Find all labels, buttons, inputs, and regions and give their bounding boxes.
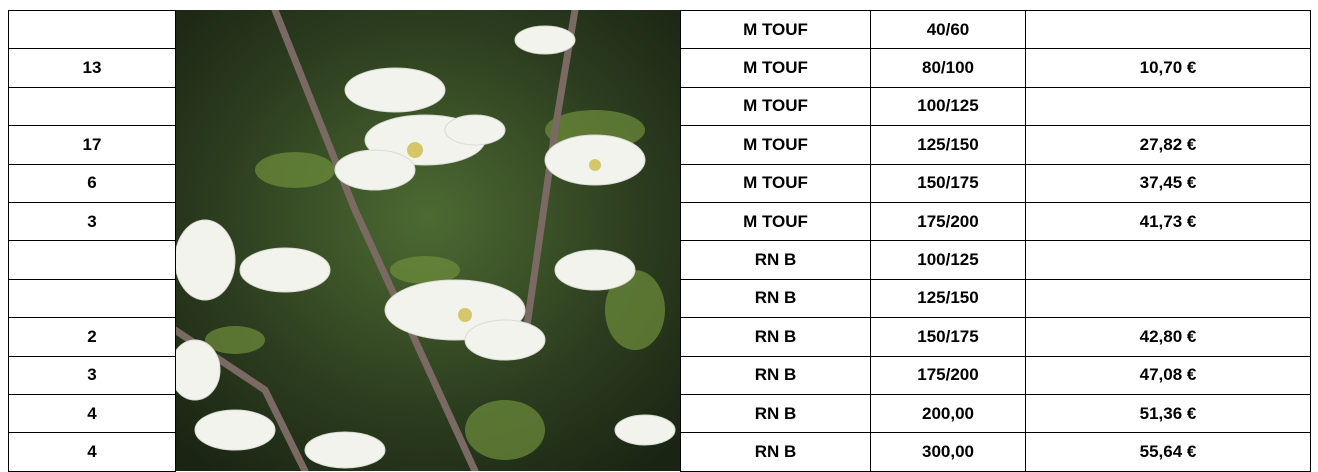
type-cell: M TOUF	[680, 10, 871, 50]
flower-photo	[175, 10, 680, 471]
type-cell: RN B	[680, 432, 871, 472]
qty-cell: 4	[8, 394, 176, 434]
price-cell: 27,82 €	[1025, 125, 1311, 165]
size-cell: 40/60	[870, 10, 1026, 50]
size-cell: 80/100	[870, 48, 1026, 88]
type-cell: M TOUF	[680, 202, 871, 242]
price-cell	[1025, 278, 1311, 319]
size-cell: 150/175	[870, 317, 1026, 357]
qty-cell: 2	[8, 317, 176, 357]
qty-cell	[8, 240, 176, 280]
qty-cell: 13	[8, 48, 176, 88]
qty-cell: 17	[8, 125, 176, 165]
qty-cell	[8, 278, 176, 319]
qty-cell: 6	[8, 163, 176, 203]
price-cell	[1025, 10, 1311, 50]
size-cell: 300,00	[870, 432, 1026, 472]
price-cell: 10,70 €	[1025, 48, 1311, 88]
size-cell: 150/175	[870, 163, 1026, 203]
type-cell: RN B	[680, 394, 871, 434]
qty-cell: 3	[8, 355, 176, 395]
type-cell: M TOUF	[680, 125, 871, 165]
price-cell: 51,36 €	[1025, 394, 1311, 434]
qty-cell: 4	[8, 432, 176, 472]
price-cell: 55,64 €	[1025, 432, 1311, 472]
qty-cell	[8, 86, 176, 127]
size-cell: 175/200	[870, 355, 1026, 395]
price-cell: 42,80 €	[1025, 317, 1311, 357]
price-cell	[1025, 86, 1311, 127]
size-cell: 125/150	[870, 125, 1026, 165]
price-cell: 37,45 €	[1025, 163, 1311, 203]
price-cell: 41,73 €	[1025, 202, 1311, 242]
type-cell: RN B	[680, 317, 871, 357]
type-cell: M TOUF	[680, 86, 871, 127]
type-cell: M TOUF	[680, 163, 871, 203]
size-cell: 175/200	[870, 202, 1026, 242]
size-cell: 200,00	[870, 394, 1026, 434]
size-cell: 125/150	[870, 278, 1026, 319]
type-cell: RN B	[680, 240, 871, 280]
size-cell: 100/125	[870, 240, 1026, 280]
type-cell: RN B	[680, 355, 871, 395]
qty-cell	[8, 10, 176, 50]
qty-cell: 3	[8, 202, 176, 242]
price-cell: 47,08 €	[1025, 355, 1311, 395]
type-cell: RN B	[680, 278, 871, 319]
price-cell	[1025, 240, 1311, 280]
size-cell: 100/125	[870, 86, 1026, 127]
type-cell: M TOUF	[680, 48, 871, 88]
